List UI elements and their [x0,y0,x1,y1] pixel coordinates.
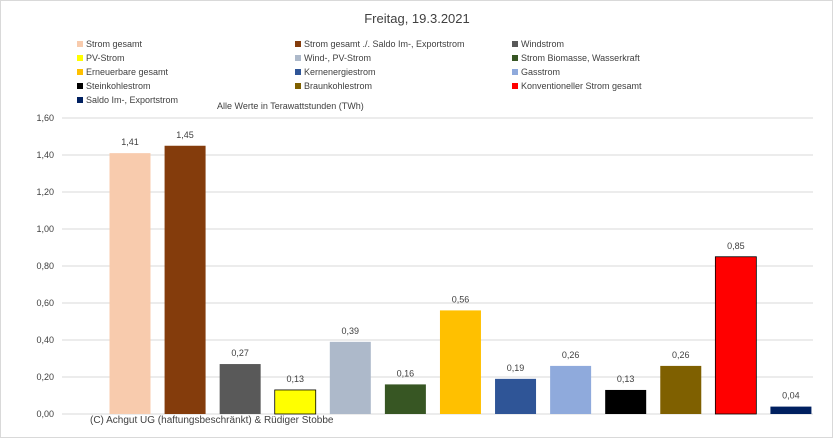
legend-item: Braunkohlestrom [295,80,372,92]
bar [660,365,702,414]
y-tick-label: 1,00 [36,224,54,234]
legend-swatch [77,83,83,89]
legend-swatch [295,41,301,47]
legend-label: Strom Biomasse, Wasserkraft [521,53,640,63]
y-tick-label: 0,80 [36,261,54,271]
y-tick-label: 0,60 [36,298,54,308]
bar [550,365,592,414]
bar [109,153,151,414]
bar [219,364,261,414]
legend-swatch [295,55,301,61]
y-tick-label: 0,40 [36,335,54,345]
units-note: Alle Werte in Terawattstunden (TWh) [217,101,364,111]
legend-item: Strom Biomasse, Wasserkraft [512,52,640,64]
legend-label: Konventioneller Strom gesamt [521,81,642,91]
legend-item: Strom gesamt ./. Saldo Im-, Exportstrom [295,38,465,50]
legend-item: Erneuerbare gesamt [77,66,168,78]
y-tick-label: 1,60 [36,113,54,123]
y-tick-label: 1,20 [36,187,54,197]
data-label: 0,13 [286,374,304,384]
data-label: 0,26 [562,350,580,360]
legend-item: Konventioneller Strom gesamt [512,80,642,92]
bar [605,389,647,414]
legend-label: Windstrom [521,39,565,49]
legend-swatch [512,83,518,89]
chart-title: Freitag, 19.3.2021 [364,11,470,26]
legend-swatch [77,69,83,75]
bar [495,378,537,414]
legend-label: Strom gesamt ./. Saldo Im-, Exportstrom [304,39,465,49]
bar [164,145,206,414]
data-label: 0,39 [342,326,360,336]
legend-swatch [77,55,83,61]
bar [714,256,757,415]
legend-item: Saldo Im-, Exportstrom [77,94,178,106]
legend-label: Steinkohlestrom [86,81,151,91]
data-label: 0,19 [507,363,525,373]
legend-item: Windstrom [512,38,564,50]
data-label: 0,04 [782,391,800,401]
copyright-text: (C) Achgut UG (haftungsbeschränkt) & Rüd… [88,415,336,426]
legend-swatch [512,55,518,61]
legend-item: Wind-, PV-Strom [295,52,371,64]
legend-label: Gasstrom [521,67,561,77]
bar [329,341,371,414]
data-label: 0,56 [452,294,470,304]
legend-swatch [77,41,83,47]
legend-swatch [512,69,518,75]
bar [274,389,317,415]
legend-label: PV-Strom [86,53,125,63]
data-label: 0,27 [231,348,249,358]
data-label: 0,26 [672,350,690,360]
legend-swatch [512,41,518,47]
legend-swatch [295,83,301,89]
data-label: 0,16 [397,368,415,378]
y-tick-label: 0,00 [36,409,54,419]
legend-label: Saldo Im-, Exportstrom [86,95,179,105]
legend-label: Wind-, PV-Strom [304,53,372,63]
legend-label: Erneuerbare gesamt [86,67,169,77]
y-tick-label: 0,20 [36,372,54,382]
data-label: 1,45 [176,130,194,140]
legend-label: Strom gesamt [86,39,143,49]
legend-item: Strom gesamt [77,38,142,50]
legend-item: Steinkohlestrom [77,80,151,92]
data-label: 0,13 [617,374,635,384]
data-label: 0,85 [727,241,745,251]
data-label: 1,41 [121,137,139,147]
y-tick-label: 1,40 [36,150,54,160]
legend-swatch [77,97,83,103]
legend-item: Gasstrom [512,66,560,78]
legend-label: Braunkohlestrom [304,81,373,91]
legend-item: PV-Strom [77,52,125,64]
legend: Strom gesamt Strom gesamt ./. Saldo Im-, … [0,0,834,110]
legend-item: Kernenergiestrom [295,66,376,78]
bar [384,384,426,414]
legend-label: Kernenergiestrom [304,67,376,77]
bar [439,310,481,414]
bar [770,406,812,414]
legend-swatch [295,69,301,75]
